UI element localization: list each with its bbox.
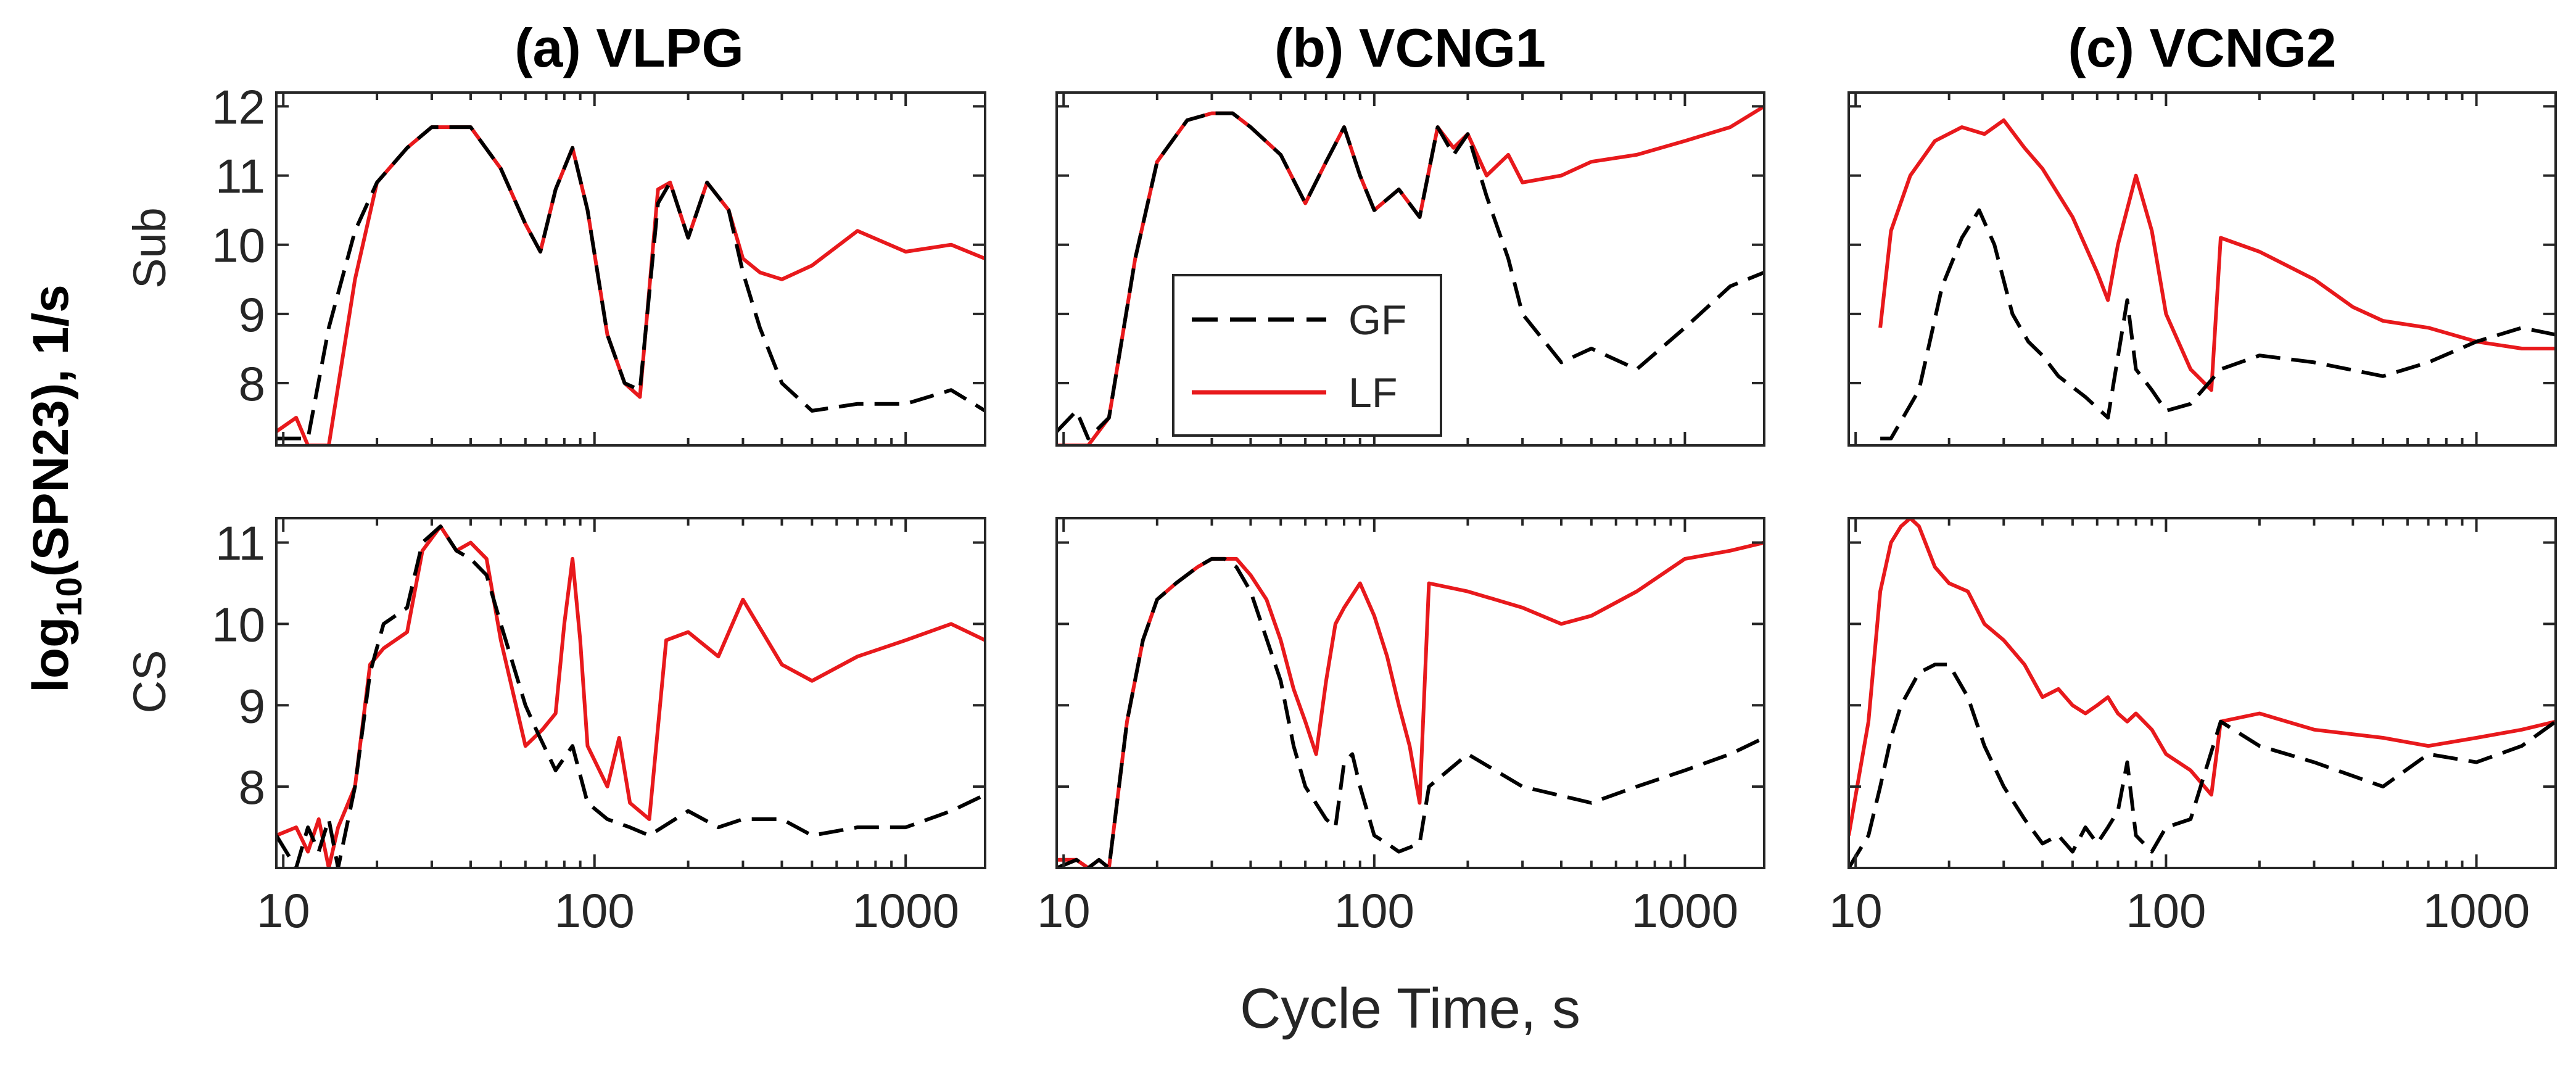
y-axis-label: log10(SPN23), 1/s — [23, 284, 89, 692]
series-line-gf — [1057, 556, 1764, 868]
series-group — [276, 524, 985, 868]
panel-sub-vlpg: 8 9 10 11 12 — [212, 80, 986, 447]
panel-cs-vcng2: 10 100 1000 — [1829, 517, 2557, 938]
panel-cs-vlpg: 10 100 1000 8 9 10 11 — [212, 516, 986, 938]
y-tick-label: 10 — [212, 218, 265, 273]
series-line-lf — [1849, 518, 2556, 836]
y-tick-label: 8 — [239, 357, 265, 411]
panel-sub-vcng1 — [1055, 91, 1765, 447]
series-line-gf — [276, 524, 985, 868]
series-line-gf — [1880, 208, 2556, 440]
axes-frame — [1847, 91, 2557, 447]
series-line-gf — [276, 125, 985, 440]
y-tick-label: 9 — [239, 287, 265, 342]
x-tick-label: 1000 — [1632, 883, 1739, 938]
legend-lf-label: LF — [1348, 370, 1397, 416]
axes-frame — [275, 517, 986, 869]
row-label-cs: CS — [124, 650, 175, 714]
series-line-gf — [1849, 663, 2556, 868]
row-label-sub: Sub — [124, 207, 175, 289]
x-tick-label: 1000 — [2423, 883, 2530, 938]
y-axis-label-subscript: 10 — [49, 577, 89, 617]
axes-frame — [1847, 517, 2557, 869]
series-group — [1878, 118, 2556, 440]
y-axis-label-suffix: (SPN23), 1/s — [23, 284, 79, 577]
axes-frame — [1055, 91, 1765, 447]
panel-grid: 8 9 10 11 12 10 100 1000 8 9 10 11 10 100 1000 10 100 100… — [212, 80, 2557, 938]
panel-cs-vcng1: 10 100 1000 — [1037, 517, 1765, 938]
y-axis-label-prefix: log — [23, 617, 79, 693]
panel-title-vlpg: (a) VLPG — [514, 17, 744, 78]
series-group — [1849, 518, 2556, 868]
series-line-gf — [1057, 111, 1764, 440]
panel-title-vcng2: (c) VCNG2 — [2068, 17, 2336, 78]
legend: GF LF — [1172, 274, 1442, 437]
x-tick-label: 10 — [1037, 883, 1091, 938]
series-group — [1057, 104, 1764, 445]
x-axis-label: Cycle Time, s — [1240, 977, 1580, 1040]
series-group — [1057, 540, 1764, 868]
legend-gf-label: GF — [1348, 297, 1406, 344]
series-line-lf — [1878, 118, 2556, 392]
y-tick-label: 11 — [215, 516, 265, 571]
y-tick-label: 10 — [212, 597, 265, 651]
y-tick-label: 9 — [239, 679, 265, 733]
x-tick-label: 100 — [555, 883, 635, 938]
panel-title-vcng1: (b) VCNG1 — [1274, 17, 1546, 78]
series-group — [276, 125, 985, 445]
x-tick-label: 100 — [1334, 883, 1414, 938]
x-tick-label: 1000 — [852, 883, 959, 938]
axes-frame — [1055, 517, 1765, 869]
x-tick-label: 100 — [2126, 883, 2206, 938]
axes-frame — [275, 91, 986, 447]
x-tick-label: 10 — [257, 883, 310, 938]
panel-sub-vcng2 — [1847, 91, 2557, 447]
y-tick-label: 12 — [212, 80, 265, 134]
y-tick-label: 8 — [239, 760, 265, 814]
y-tick-label: 11 — [215, 149, 265, 204]
x-tick-label: 10 — [1829, 883, 1883, 938]
legend-box — [1172, 274, 1442, 437]
